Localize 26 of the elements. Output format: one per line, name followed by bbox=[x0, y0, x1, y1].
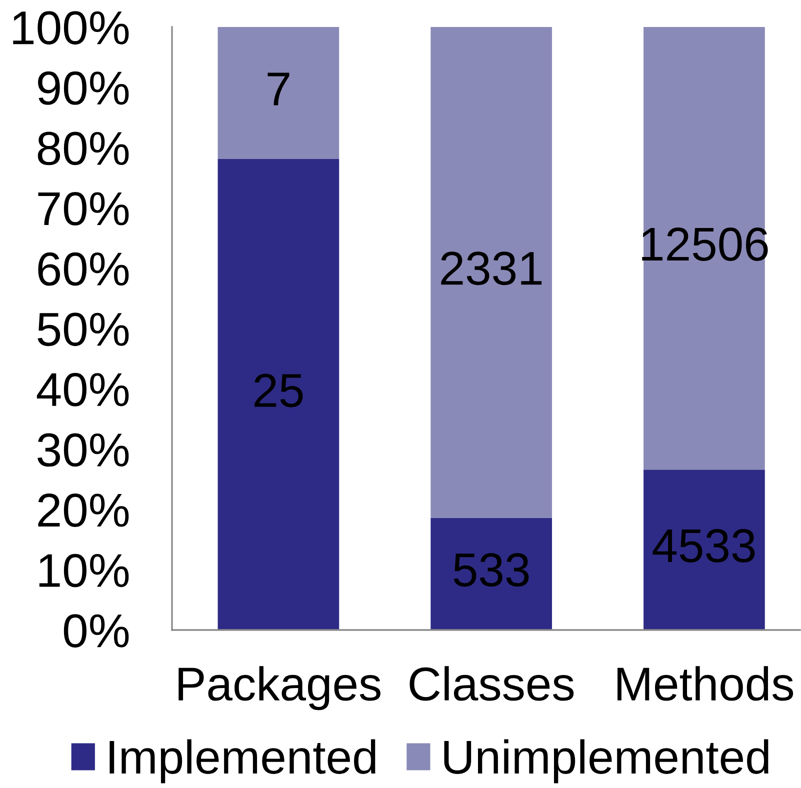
y-tick-label: 80% bbox=[38, 132, 129, 166]
bar bbox=[430, 27, 552, 518]
x-tick-label: Packages bbox=[178, 666, 380, 710]
x-tick-label: Methods bbox=[618, 666, 794, 701]
annotation: 7 bbox=[268, 72, 290, 106]
y-tick-label: 30% bbox=[38, 433, 129, 467]
y-tick-label: 40% bbox=[36, 372, 129, 406]
annotation: 25 bbox=[254, 374, 303, 408]
annotation: 4533 bbox=[652, 529, 755, 562]
bar bbox=[218, 159, 340, 630]
y-tick-label: 10% bbox=[39, 554, 129, 588]
annotation: 2331 bbox=[441, 252, 542, 286]
y-tick-label: 60% bbox=[38, 252, 129, 286]
y-tick-label: 0% bbox=[64, 614, 129, 648]
bar bbox=[644, 470, 765, 630]
bar bbox=[218, 27, 340, 160]
y-tick-label: 100% bbox=[13, 11, 129, 45]
y-tick-label: 90% bbox=[38, 71, 129, 105]
bar bbox=[430, 518, 552, 630]
y-tick-label: 20% bbox=[38, 494, 129, 527]
legend-label: Unimplemented bbox=[444, 739, 768, 784]
y-tick-label: 70% bbox=[38, 192, 129, 226]
y-tick-label: 50% bbox=[38, 312, 129, 346]
x-tick-label: Classes bbox=[410, 666, 574, 701]
annotation: 533 bbox=[454, 553, 529, 587]
legend-label: Implemented bbox=[110, 739, 376, 784]
